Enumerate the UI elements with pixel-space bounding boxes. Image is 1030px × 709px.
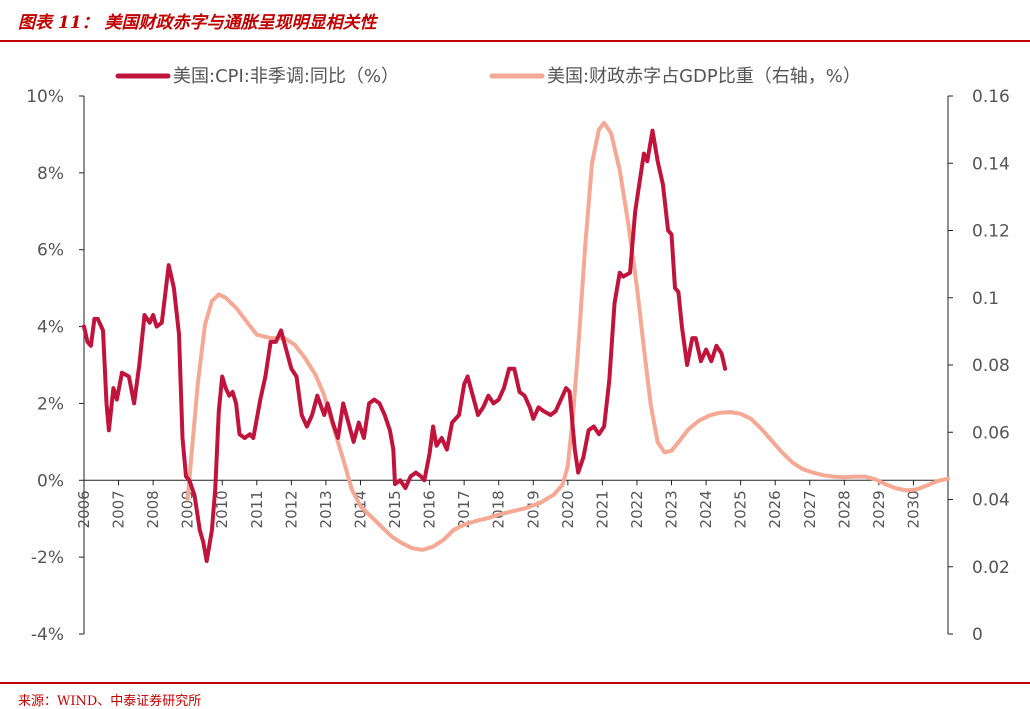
- x-tick-label: 2012: [282, 490, 300, 528]
- y-right-tick-label: 0.1: [972, 289, 999, 309]
- y-left-tick-label: 0%: [37, 471, 64, 491]
- y-right-tick-label: 0.16: [972, 87, 1010, 107]
- y-right-tick-label: 0.12: [972, 222, 1010, 242]
- x-tick-label: 2020: [559, 490, 577, 528]
- y-right-tick-label: 0.02: [972, 558, 1010, 578]
- x-tick-label: 2027: [801, 490, 819, 528]
- x-tick-label: 2018: [490, 490, 508, 528]
- y-right-tick-label: 0.14: [972, 154, 1010, 174]
- x-tick-label: 2009: [179, 490, 197, 528]
- x-tick-label: 2011: [248, 490, 266, 528]
- y-left-tick-label: -2%: [31, 548, 64, 568]
- y-right-tick-label: 0.08: [972, 356, 1010, 376]
- x-tick-label: 2010: [213, 490, 231, 528]
- y-right-tick-label: 0.06: [972, 423, 1010, 443]
- x-tick-label: 2026: [766, 490, 784, 528]
- x-tick-label: 2024: [697, 490, 715, 528]
- axes: 10% 8% 6% 4% 2% 0% -2% -4% 0.16 0.14 0.12 0.1 0.08 0.…: [26, 87, 1010, 645]
- y-left-tick-label: 2%: [37, 394, 64, 414]
- series-line-deficit: [185, 120, 950, 552]
- y-left-tick-label: 10%: [26, 87, 64, 107]
- x-tick-label: 2030: [904, 490, 922, 528]
- x-tick-label: 2016: [421, 490, 439, 528]
- x-tick-label: 2013: [317, 490, 335, 528]
- series-line-cpi: [82, 128, 728, 563]
- x-tick-label: 2019: [524, 490, 542, 528]
- legend-label-deficit: 美国:财政赤字占GDP比重（右轴，%）: [547, 66, 861, 87]
- y-left-tick-label: 4%: [37, 318, 64, 338]
- x-tick-label: 2006: [75, 490, 93, 528]
- legend: 美国:CPI:非季调:同比（%） 美国:财政赤字占GDP比重（右轴，%）: [115, 66, 861, 87]
- x-tick-label: 2028: [835, 490, 853, 528]
- series-lines: [82, 120, 950, 563]
- x-tick-label: 2017: [455, 490, 473, 528]
- y-left-tick-label: 6%: [37, 241, 64, 261]
- x-tick-label: 2021: [593, 490, 611, 528]
- legend-label-cpi: 美国:CPI:非季调:同比（%）: [173, 66, 399, 87]
- x-tick-label: 2029: [870, 490, 888, 528]
- y-left-tick-label: -4%: [31, 625, 64, 645]
- source-note: 来源：WIND、中泰证券研究所: [18, 694, 202, 709]
- source-rule: [0, 682, 1030, 684]
- x-tick-label: 2023: [663, 490, 681, 528]
- figure-title: 图表 11： 美国财政赤字与通胀呈现明显相关性: [18, 13, 377, 33]
- x-tick-label: 2007: [110, 490, 128, 528]
- y-right-tick-label: 0: [972, 625, 983, 645]
- y-right-tick-label: 0.04: [972, 491, 1010, 511]
- x-tick-label: 2008: [144, 490, 162, 528]
- chart: 美国:CPI:非季调:同比（%） 美国:财政赤字占GDP比重（右轴，%） 10%…: [26, 66, 1010, 645]
- x-tick-label: 2025: [732, 490, 750, 528]
- x-tick-label: 2022: [628, 490, 646, 528]
- x-tick-label: 2015: [386, 490, 404, 528]
- title-rule: [0, 40, 1030, 42]
- y-left-tick-label: 8%: [37, 164, 64, 184]
